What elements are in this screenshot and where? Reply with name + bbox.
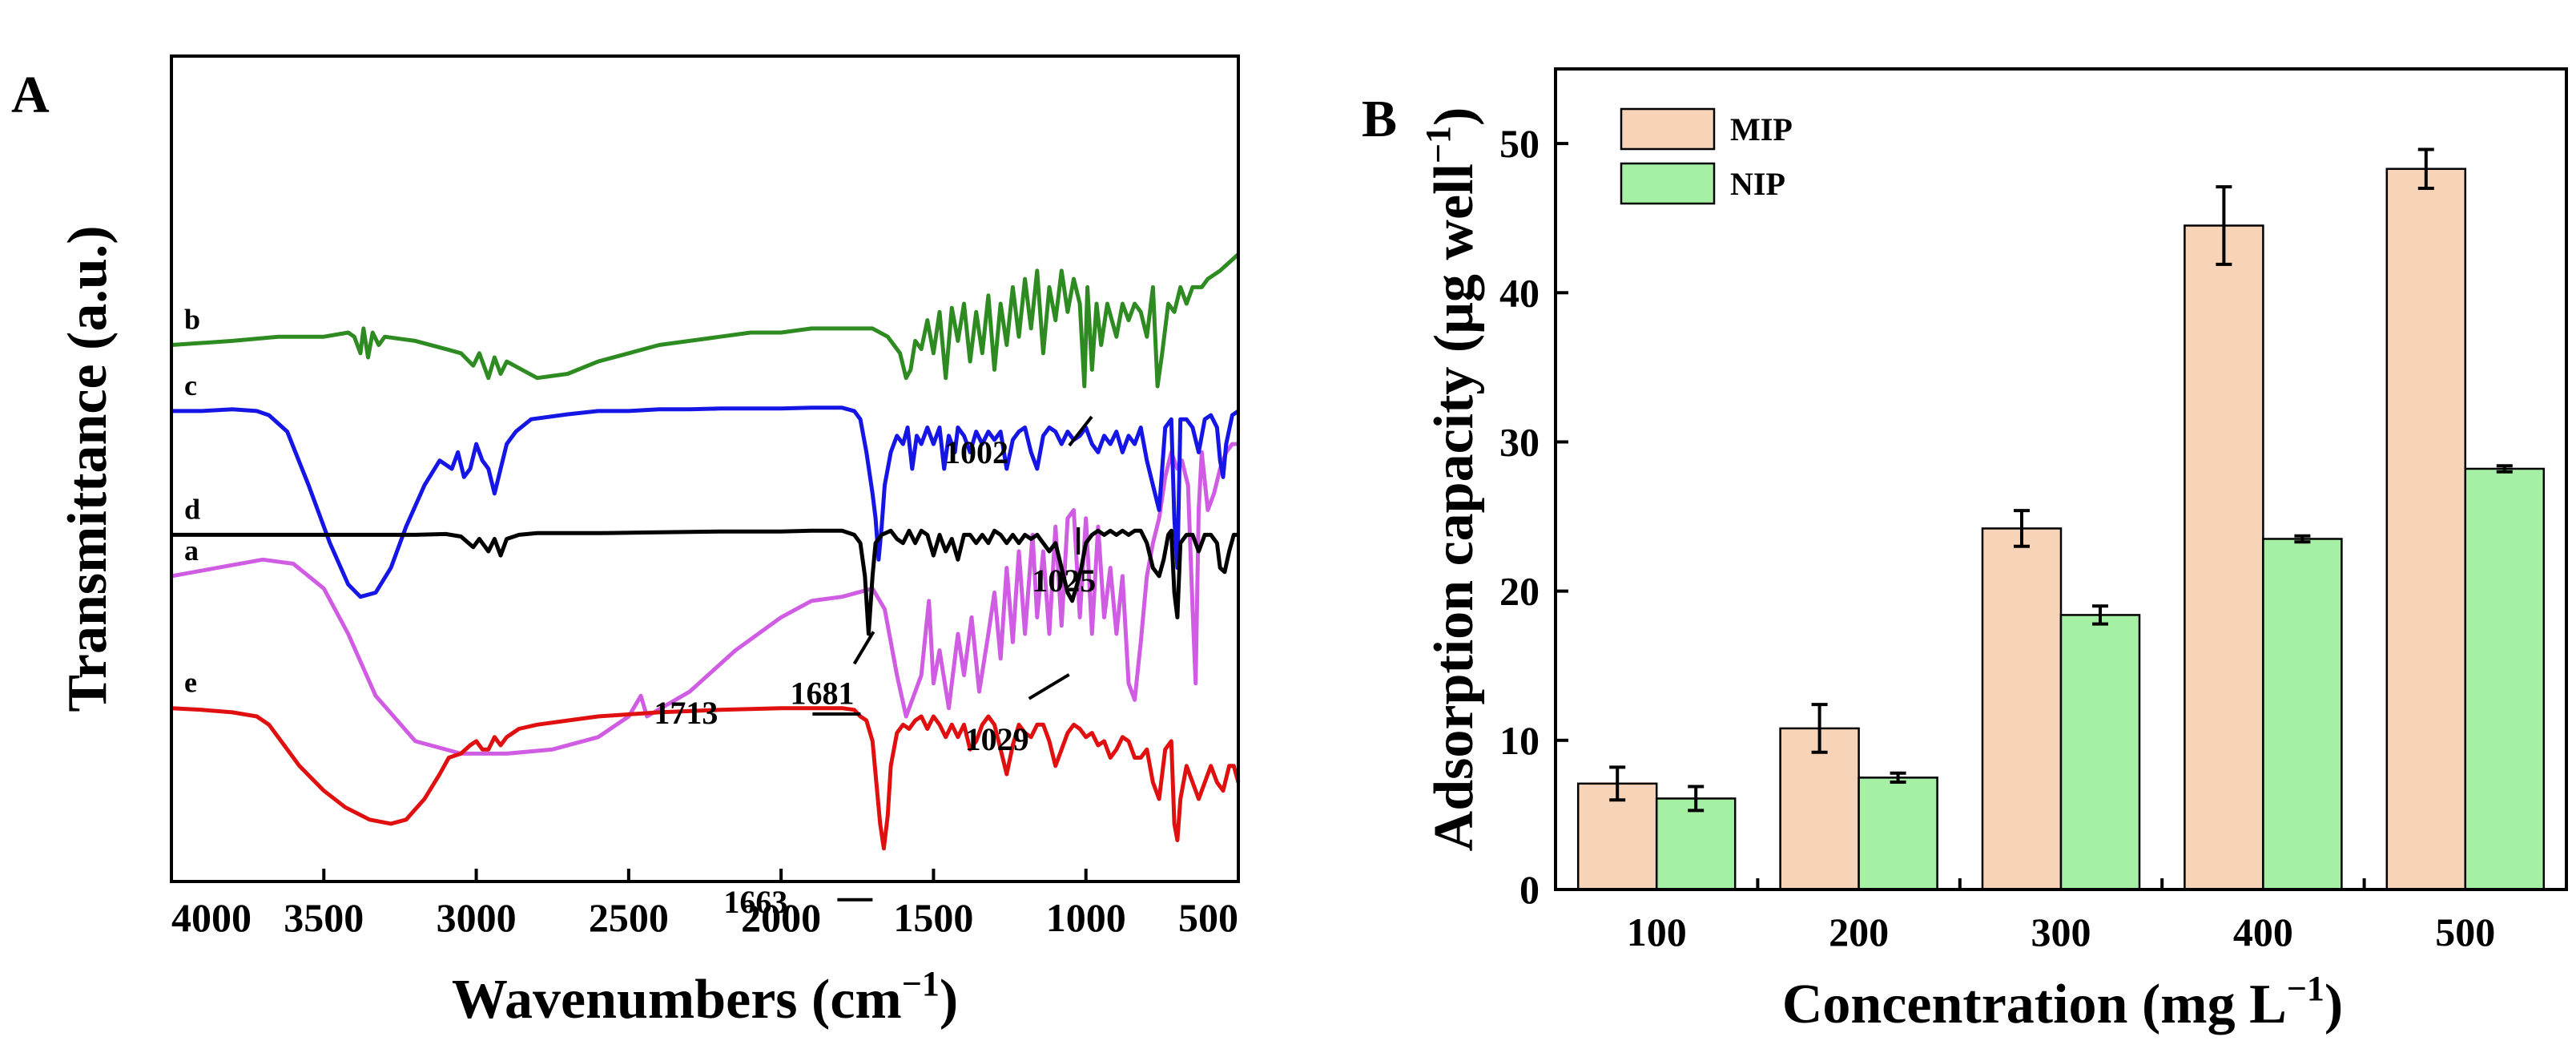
panel-a-x-tick-label: 500: [1178, 895, 1238, 940]
panel-a-x-tick-label: 2500: [589, 895, 669, 940]
legend: MIP NIP: [1620, 107, 1793, 205]
panel-b-y-tick-label: 20: [1499, 569, 1540, 614]
bar-mip-500: [2385, 167, 2467, 891]
panel-b-y-axis-sup: −1: [1419, 126, 1458, 163]
panel-a-x-tick-label: 2000: [741, 895, 821, 940]
peak-leader-1029: [1028, 673, 1070, 700]
panel-b-frame: [1554, 67, 2568, 891]
panel-a-frame: [170, 54, 1240, 883]
panel-b-y-tick-label: 50: [1499, 121, 1540, 166]
spectrum-curve-d: [171, 528, 1238, 636]
panel-b-y-axis-title: Adsorption capacity (μg well−1): [1419, 107, 1485, 852]
curve-tag-b: b: [184, 304, 200, 336]
bar-nip-200: [1858, 777, 1938, 891]
panel-a-x-tick-label: 4000: [171, 895, 252, 940]
panel-b-y-ticks: 0 10 20 30 40 50: [1499, 121, 1568, 912]
curve-tag-d: d: [184, 493, 200, 525]
panel-b: B 0 10 20 30 40 50 100 200 300 400 500 MIP NIP Co…: [1362, 67, 2568, 1035]
spectrum-curve-b: [171, 252, 1240, 389]
bar-mip-300: [1981, 527, 2063, 891]
panel-a-x-tick-label: 1000: [1046, 895, 1126, 940]
peak-leader-1681: [852, 631, 875, 665]
peak-label-1681: 1681: [791, 675, 855, 711]
bar-nip-300: [2059, 614, 2141, 891]
bar-mip-200: [1779, 727, 1860, 891]
peak-label-1002: 1002: [944, 434, 1008, 470]
peak-label-1025: 1025: [1032, 563, 1096, 599]
peak-leader-1002: [1068, 415, 1093, 447]
panel-b-x-tick-label: 300: [2031, 910, 2091, 954]
curve-tag-a: a: [184, 535, 199, 567]
panel-a-curves: a b c d e: [171, 252, 1241, 851]
panel-a-x-tick-label: 1500: [893, 895, 973, 940]
bar-nip-100: [1655, 797, 1737, 891]
panel-b-x-tick-label: 500: [2435, 910, 2495, 954]
panel-b-x-tick-label: 400: [2233, 910, 2293, 954]
panel-b-bars: [1576, 147, 2546, 891]
panel-a-x-axis-sup: −1: [902, 964, 940, 1003]
panel-b-x-axis-sup: −1: [2287, 969, 2324, 1008]
panel-a-y-axis-title: Transmittance (a.u.): [57, 225, 119, 712]
panel-b-letter: B: [1362, 90, 1397, 148]
bar-nip-400: [2262, 538, 2343, 891]
panel-b-x-tick-label: 100: [1627, 910, 1687, 954]
panel-b-y-tick-label: 30: [1499, 419, 1540, 464]
curve-tag-c: c: [184, 369, 197, 401]
bar-nip-500: [2464, 467, 2546, 891]
panel-b-x-axis-title: Concentration (mg L−1): [1782, 969, 2343, 1035]
peak-label-1713: 1713: [654, 695, 718, 731]
panel-a-letter: A: [11, 66, 50, 124]
panel-a-x-tick-label: 3500: [284, 895, 364, 940]
panel-a-peak-labels: 1025 1002 1681 1713 1029 1663: [654, 415, 1096, 920]
panel-b-y-tick-label: 40: [1499, 270, 1540, 315]
panel-a-x-tick-label: 3000: [437, 895, 517, 940]
panel-b-y-tick-label: 0: [1519, 867, 1540, 912]
panel-b-x-tick-label: 200: [1829, 910, 1889, 954]
peak-label-1663: 1663: [723, 884, 787, 920]
panel-a: A 4000 3500 3000 2500 2000 1500 1000 500 abcde …: [11, 54, 1241, 1031]
curve-tag-e: e: [184, 667, 197, 699]
peak-label-1029: 1029: [965, 721, 1029, 757]
legend-label-mip: MIP: [1730, 111, 1793, 147]
spectrum-curve-e: [171, 706, 1241, 851]
panel-a-x-ticks: 4000 3500 3000 2500 2000 1500 1000 500: [170, 869, 1240, 940]
legend-swatch-mip: [1620, 107, 1716, 151]
panel-b-y-tick-label: 10: [1499, 718, 1540, 763]
panel-a-x-axis-title: Wavenumbers (cm−1): [452, 964, 958, 1031]
legend-label-nip: NIP: [1730, 166, 1785, 202]
legend-swatch-nip: [1620, 162, 1716, 205]
bar-mip-400: [2184, 224, 2264, 891]
panel-b-x-ticks: 100 200 300 400 500: [1627, 878, 2495, 954]
spectrum-curve-c: [171, 405, 1240, 599]
